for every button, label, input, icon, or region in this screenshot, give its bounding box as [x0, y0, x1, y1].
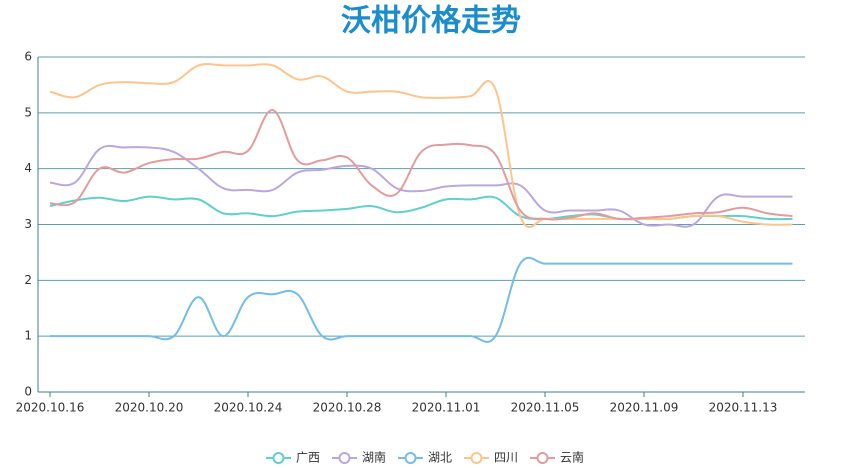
y-tick-label: 1	[24, 329, 32, 343]
legend-label: 湖南	[362, 450, 386, 465]
x-tick-label: 2020.10.16	[16, 401, 85, 415]
chart-title: 沃柑价格走势	[341, 4, 521, 39]
y-tick-label: 0	[24, 385, 32, 399]
y-tick-label: 5	[24, 105, 32, 119]
legend-label: 云南	[560, 450, 584, 465]
x-tick-label: 2020.10.24	[214, 401, 283, 415]
x-tick-label: 2020.10.28	[313, 401, 382, 415]
x-tick-label: 2020.10.20	[115, 401, 184, 415]
y-tick-label: 6	[24, 50, 32, 64]
series-line	[49, 63, 793, 229]
y-tick-label: 3	[24, 217, 32, 231]
series-line	[49, 109, 793, 221]
legend-icon	[536, 452, 549, 464]
y-tick-label: 2	[24, 273, 32, 287]
legend-label: 四川	[494, 451, 518, 465]
legend-icon	[272, 452, 285, 464]
legend-icon	[404, 452, 417, 464]
legend-label: 广西	[296, 451, 320, 465]
series-line	[49, 144, 793, 228]
series-line	[49, 195, 793, 221]
x-tick-label: 2020.11.01	[412, 401, 481, 415]
y-tick-label: 4	[24, 161, 32, 175]
x-tick-label: 2020.11.05	[511, 401, 580, 415]
series-line	[50, 256, 793, 343]
x-tick-label: 2020.11.09	[610, 401, 679, 415]
legend-icon	[470, 452, 483, 464]
legend-icon	[338, 452, 351, 464]
legend-label: 湖北	[428, 450, 452, 465]
x-tick-label: 2020.11.13	[709, 401, 778, 415]
